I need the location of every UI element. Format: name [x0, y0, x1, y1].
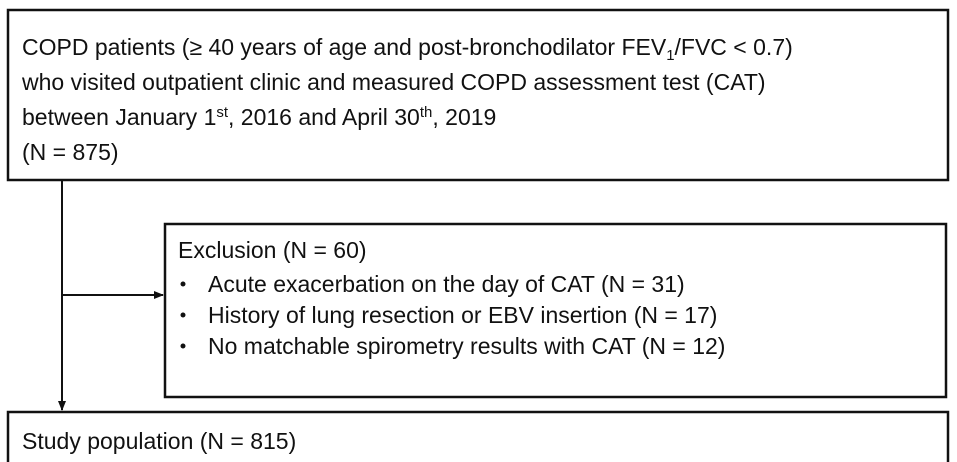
exclusion-item: History of lung resection or EBV inserti…: [208, 302, 717, 328]
superscript: st: [216, 104, 229, 121]
text-run: , 2019: [432, 104, 496, 130]
text-line: who visited outpatient clinic and measur…: [21, 69, 766, 95]
study-box: [6, 410, 950, 462]
text-line: COPD patients (≥ 40 years of age and pos…: [22, 34, 793, 64]
bullet: [180, 343, 186, 349]
text-line: Study population (N = 815): [22, 428, 296, 454]
exclusion-title: Exclusion (N = 60): [178, 237, 367, 263]
text-run: , 2016 and April 30: [228, 104, 420, 130]
text-run: /FVC < 0.7): [675, 34, 793, 60]
text-line: between January 1st, 2016 and April 30th…: [22, 104, 496, 130]
subscript: 1: [666, 47, 674, 64]
text-run: COPD patients (≥ 40 years of age and pos…: [22, 34, 667, 60]
text-run: (N = 875): [22, 139, 119, 165]
exclusion-item: No matchable spirometry results with CAT…: [208, 333, 725, 359]
text-line: (N = 875): [22, 139, 119, 165]
bullet: [180, 312, 186, 318]
text-run: Study population (N = 815): [22, 428, 296, 454]
bullet: [180, 281, 186, 287]
superscript: th: [420, 104, 433, 121]
text-run: who visited outpatient clinic and measur…: [21, 69, 766, 95]
exclusion-box: [163, 222, 948, 399]
text-run: between January 1: [22, 104, 216, 130]
cohort-box: [6, 8, 950, 182]
exclusion-item: Acute exacerbation on the day of CAT (N …: [208, 271, 685, 297]
